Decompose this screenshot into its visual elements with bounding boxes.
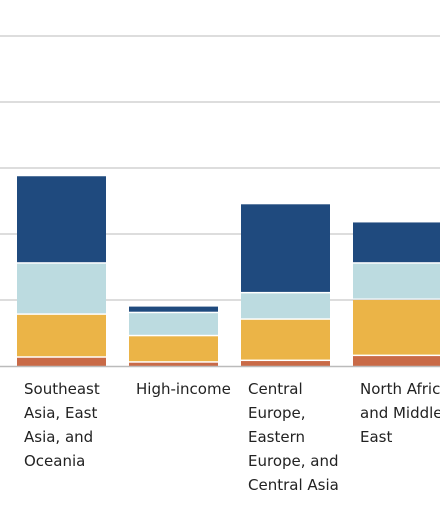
bar-segment xyxy=(129,362,218,366)
category-label-line: and Middle xyxy=(360,404,440,422)
category-label: High-income xyxy=(136,377,246,401)
bar-segment xyxy=(17,176,106,263)
category-label-line: Europe, xyxy=(248,404,306,422)
category-label-line: Asia, and xyxy=(24,428,94,446)
category-label-line: Central xyxy=(248,380,303,398)
category-label-line: Eastern xyxy=(248,428,306,446)
bars xyxy=(17,176,440,366)
category-label-line: Southeast xyxy=(24,380,100,398)
category-label: Southeast Asia, East Asia, and Oceania xyxy=(24,377,134,473)
category-label: Central Europe, Eastern Europe, and Central … xyxy=(248,377,358,497)
bar-segment xyxy=(129,313,218,335)
bar-segment xyxy=(17,357,106,366)
category-label-line: Oceania xyxy=(24,452,86,470)
bar-segment xyxy=(129,336,218,362)
bar-segment xyxy=(17,263,106,314)
bar-segment xyxy=(241,361,330,366)
category-label-line: Central Asia xyxy=(248,476,339,494)
bar-segment xyxy=(241,319,330,360)
bar-segment xyxy=(353,300,440,355)
bar-segment xyxy=(353,263,440,299)
bar-segment xyxy=(129,306,218,312)
bar-segment xyxy=(353,222,440,263)
bar-segment xyxy=(353,356,440,366)
bar-segment xyxy=(241,204,330,292)
category-label-line: East xyxy=(360,428,393,446)
bar-segment xyxy=(17,314,106,357)
category-label-line: Asia, East xyxy=(24,404,98,422)
category-label-line: Europe, and xyxy=(248,452,339,470)
bar-segment xyxy=(241,293,330,319)
category-label-line: High-income xyxy=(136,380,231,398)
